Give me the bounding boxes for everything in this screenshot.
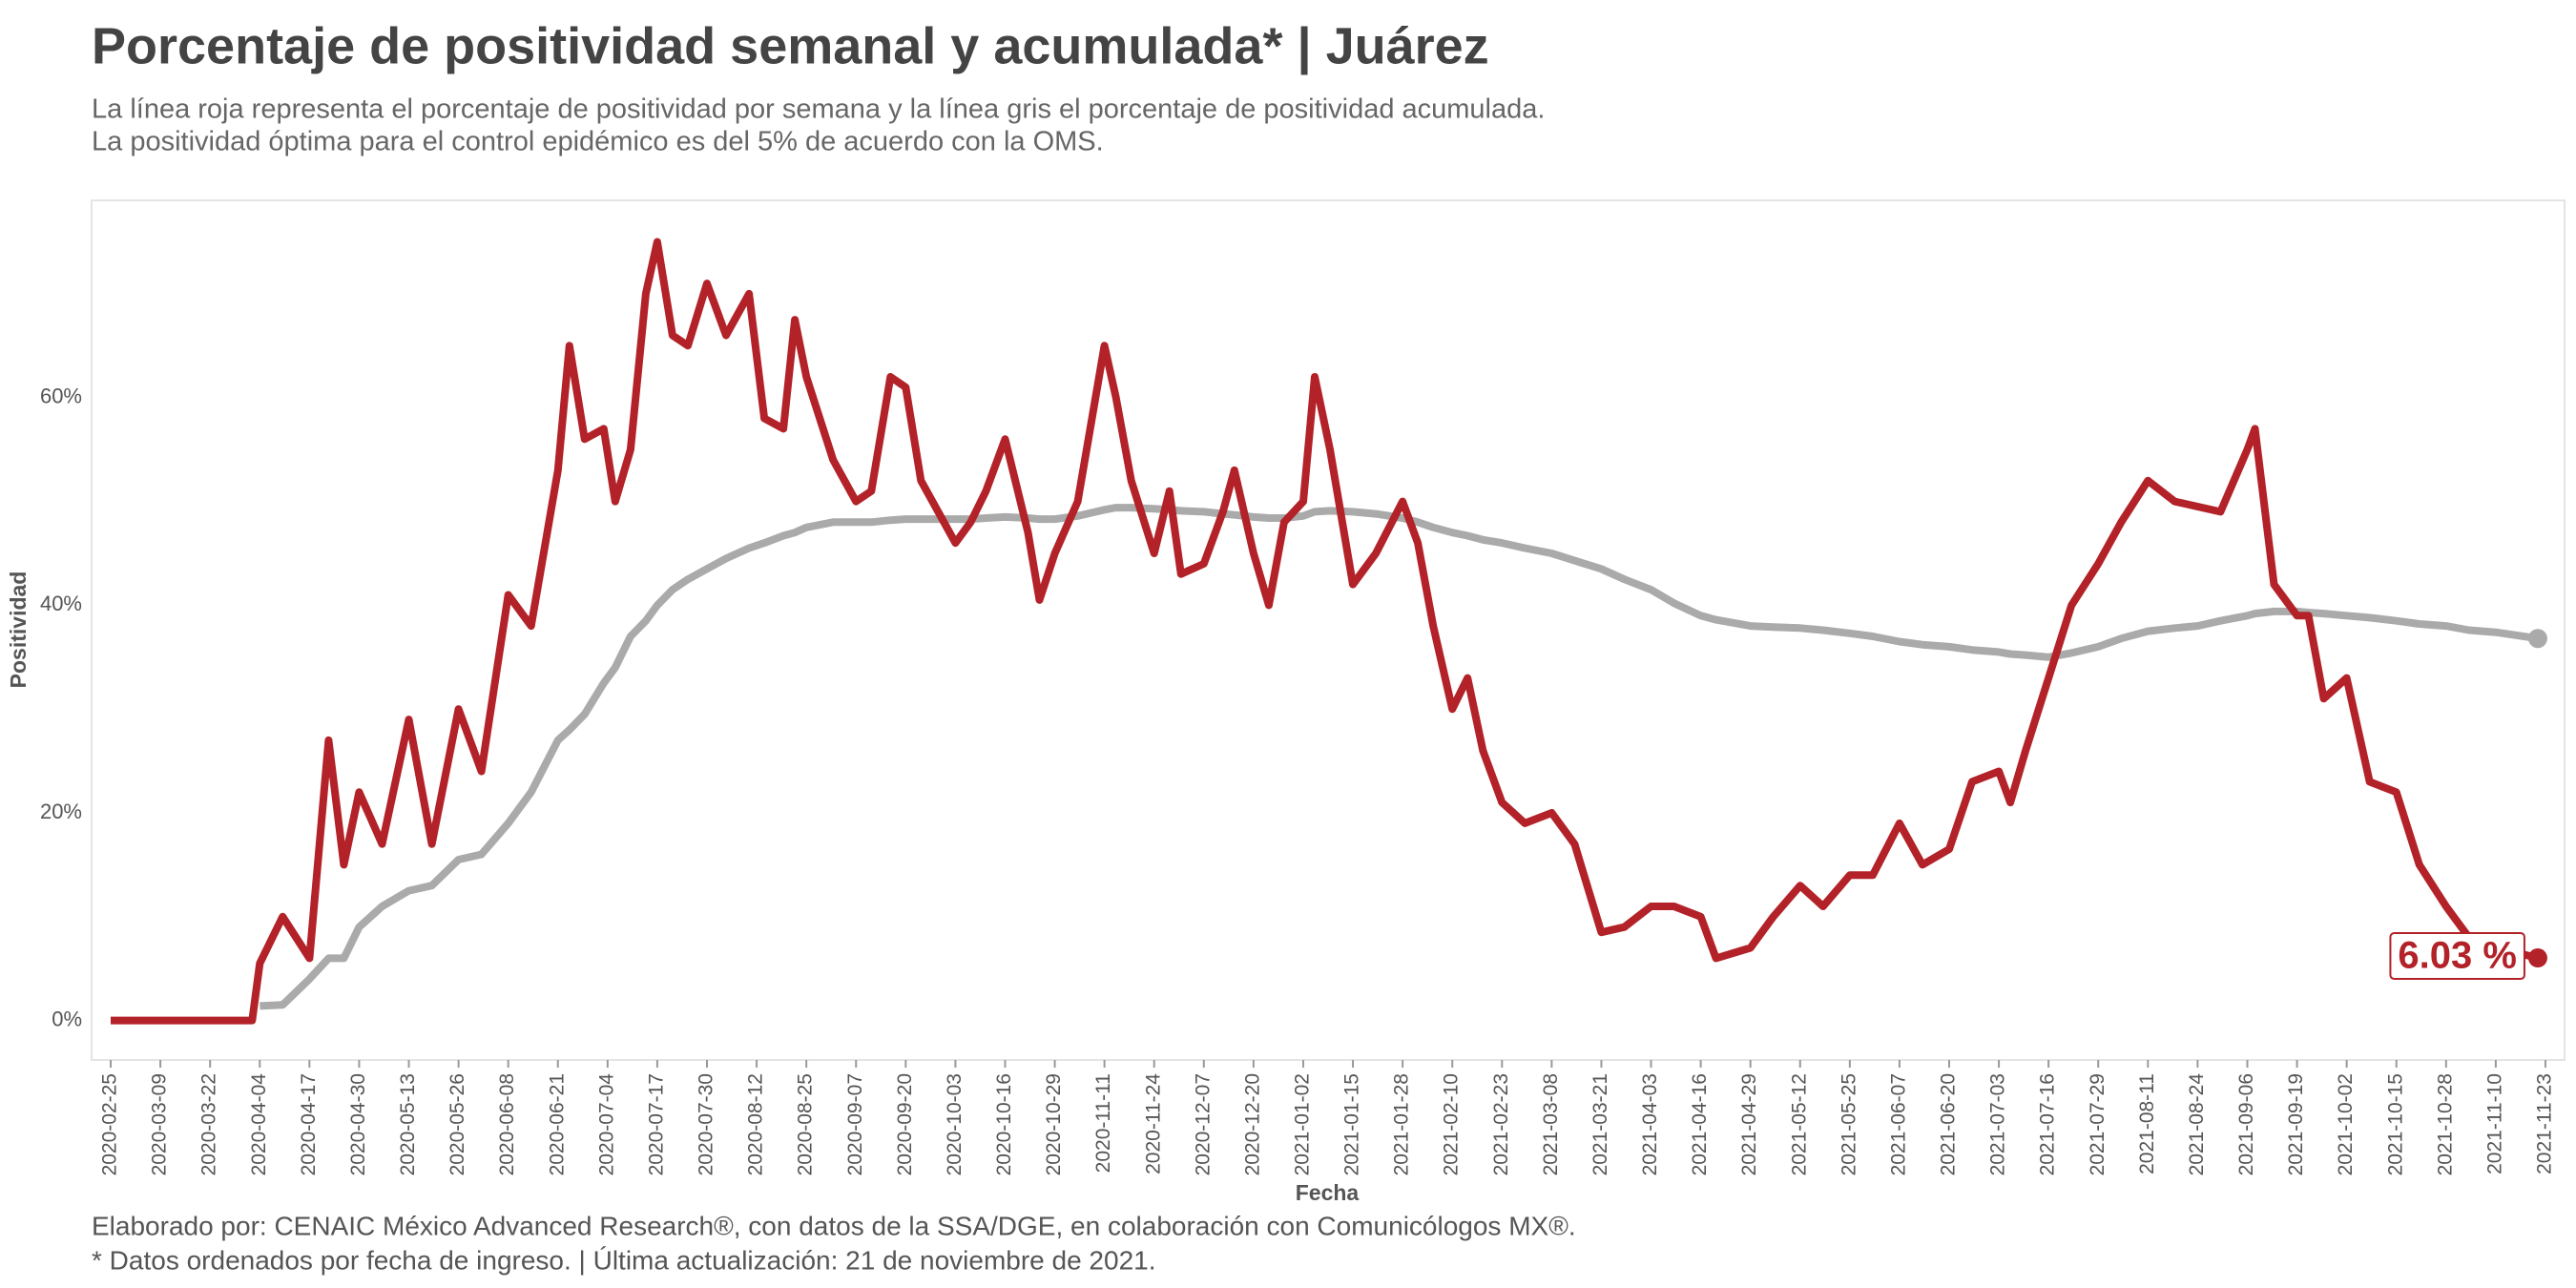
chart-subtitle: La línea roja representa el porcentaje d… — [92, 94, 1545, 125]
x-tick-label: 2021-05-25 — [1838, 1073, 1859, 1175]
y-tick-label: 20% — [40, 800, 82, 823]
x-tick-label: 2020-08-25 — [795, 1073, 817, 1175]
end-point — [2527, 629, 2547, 649]
x-tick-label: 2021-06-20 — [1938, 1073, 1960, 1175]
x-tick-label: 2020-10-03 — [944, 1073, 966, 1175]
x-tick-label: 2020-05-26 — [447, 1073, 468, 1175]
y-tick-label: 40% — [40, 592, 82, 615]
x-tick-label: 2020-05-13 — [397, 1073, 419, 1175]
x-tick-label: 2020-10-29 — [1043, 1073, 1065, 1175]
chart-subtitle: La positividad óptima para el control ep… — [92, 127, 1104, 157]
x-tick-label: 2021-03-08 — [1540, 1073, 1562, 1175]
x-tick-label: 2020-12-07 — [1192, 1073, 1214, 1175]
caption: Elaborado por: CENAIC México Advanced Re… — [92, 1211, 1576, 1240]
x-tick-label: 2021-11-23 — [2534, 1073, 2556, 1174]
y-tick-label: 60% — [40, 384, 82, 408]
x-tick-label: 2020-06-21 — [546, 1073, 568, 1175]
x-tick-label: 2021-09-06 — [2235, 1073, 2257, 1175]
x-tick-label: 2020-04-17 — [298, 1073, 320, 1175]
series-line — [111, 238, 2539, 1025]
x-tick-label: 2020-04-30 — [347, 1073, 369, 1175]
x-tick-label: 2020-03-22 — [198, 1073, 220, 1175]
x-tick-label: 2021-07-16 — [2037, 1073, 2059, 1175]
x-tick-label: 2021-04-29 — [1738, 1073, 1760, 1175]
x-tick-label: 2021-10-15 — [2384, 1073, 2406, 1175]
x-tick-label: 2020-04-04 — [248, 1073, 270, 1176]
x-tick-label: 2020-07-17 — [645, 1073, 667, 1175]
y-tick-label: 0% — [52, 1007, 82, 1030]
x-tick-label: 2020-07-04 — [595, 1073, 617, 1176]
x-tick-label: 2021-01-02 — [1292, 1073, 1314, 1175]
x-tick-label: 2020-12-20 — [1241, 1073, 1263, 1175]
x-tick-label: 2020-02-25 — [99, 1073, 121, 1175]
x-tick-label: 2021-05-12 — [1788, 1073, 1810, 1175]
x-tick-label: 2021-09-19 — [2285, 1073, 2307, 1175]
x-tick-label: 2020-06-08 — [496, 1073, 518, 1175]
x-tick-label: 2021-08-24 — [2186, 1073, 2208, 1176]
x-tick-label: 2020-08-12 — [745, 1073, 767, 1175]
x-tick-label: 2021-07-29 — [2087, 1073, 2109, 1175]
x-tick-label: 2021-11-10 — [2483, 1073, 2505, 1174]
x-tick-label: 2020-11-24 — [1142, 1073, 1164, 1174]
x-tick-label: 2021-03-21 — [1589, 1073, 1611, 1175]
x-tick-label: 2021-08-11 — [2136, 1073, 2158, 1174]
x-axis-label: Fecha — [1296, 1180, 1360, 1205]
x-tick-label: 2020-03-09 — [149, 1073, 171, 1175]
value-label: 6.03 % — [2398, 935, 2517, 977]
x-tick-label: 2021-01-15 — [1341, 1073, 1363, 1175]
x-tick-label: 2021-07-03 — [1987, 1073, 2009, 1175]
x-tick-label: 2021-06-07 — [1887, 1073, 1909, 1175]
x-tick-label: 2021-10-02 — [2335, 1073, 2357, 1175]
chart-title: Porcentaje de positividad semanal y acum… — [92, 17, 1489, 75]
x-tick-label: 2020-09-20 — [894, 1073, 916, 1175]
x-tick-label: 2020-09-07 — [844, 1073, 866, 1175]
x-tick-label: 2021-04-16 — [1689, 1073, 1711, 1175]
x-tick-label: 2021-02-10 — [1441, 1073, 1463, 1175]
plot-panel — [91, 199, 2566, 1061]
x-tick-label: 2020-07-30 — [696, 1073, 717, 1175]
caption: * Datos ordenados por fecha de ingreso. … — [92, 1245, 1156, 1275]
x-tick-label: 2021-01-28 — [1391, 1073, 1413, 1175]
value-label-box — [2389, 932, 2525, 981]
x-tick-label: 2021-10-28 — [2434, 1073, 2456, 1175]
x-tick-label: 2020-10-16 — [993, 1073, 1015, 1175]
x-tick-label: 2020-11-11 — [1092, 1073, 1114, 1173]
end-point — [2527, 948, 2547, 968]
x-tick-label: 2021-04-03 — [1639, 1073, 1661, 1175]
x-tick-label: 2021-02-23 — [1490, 1073, 1512, 1175]
y-axis-label: Positividad — [6, 571, 31, 689]
